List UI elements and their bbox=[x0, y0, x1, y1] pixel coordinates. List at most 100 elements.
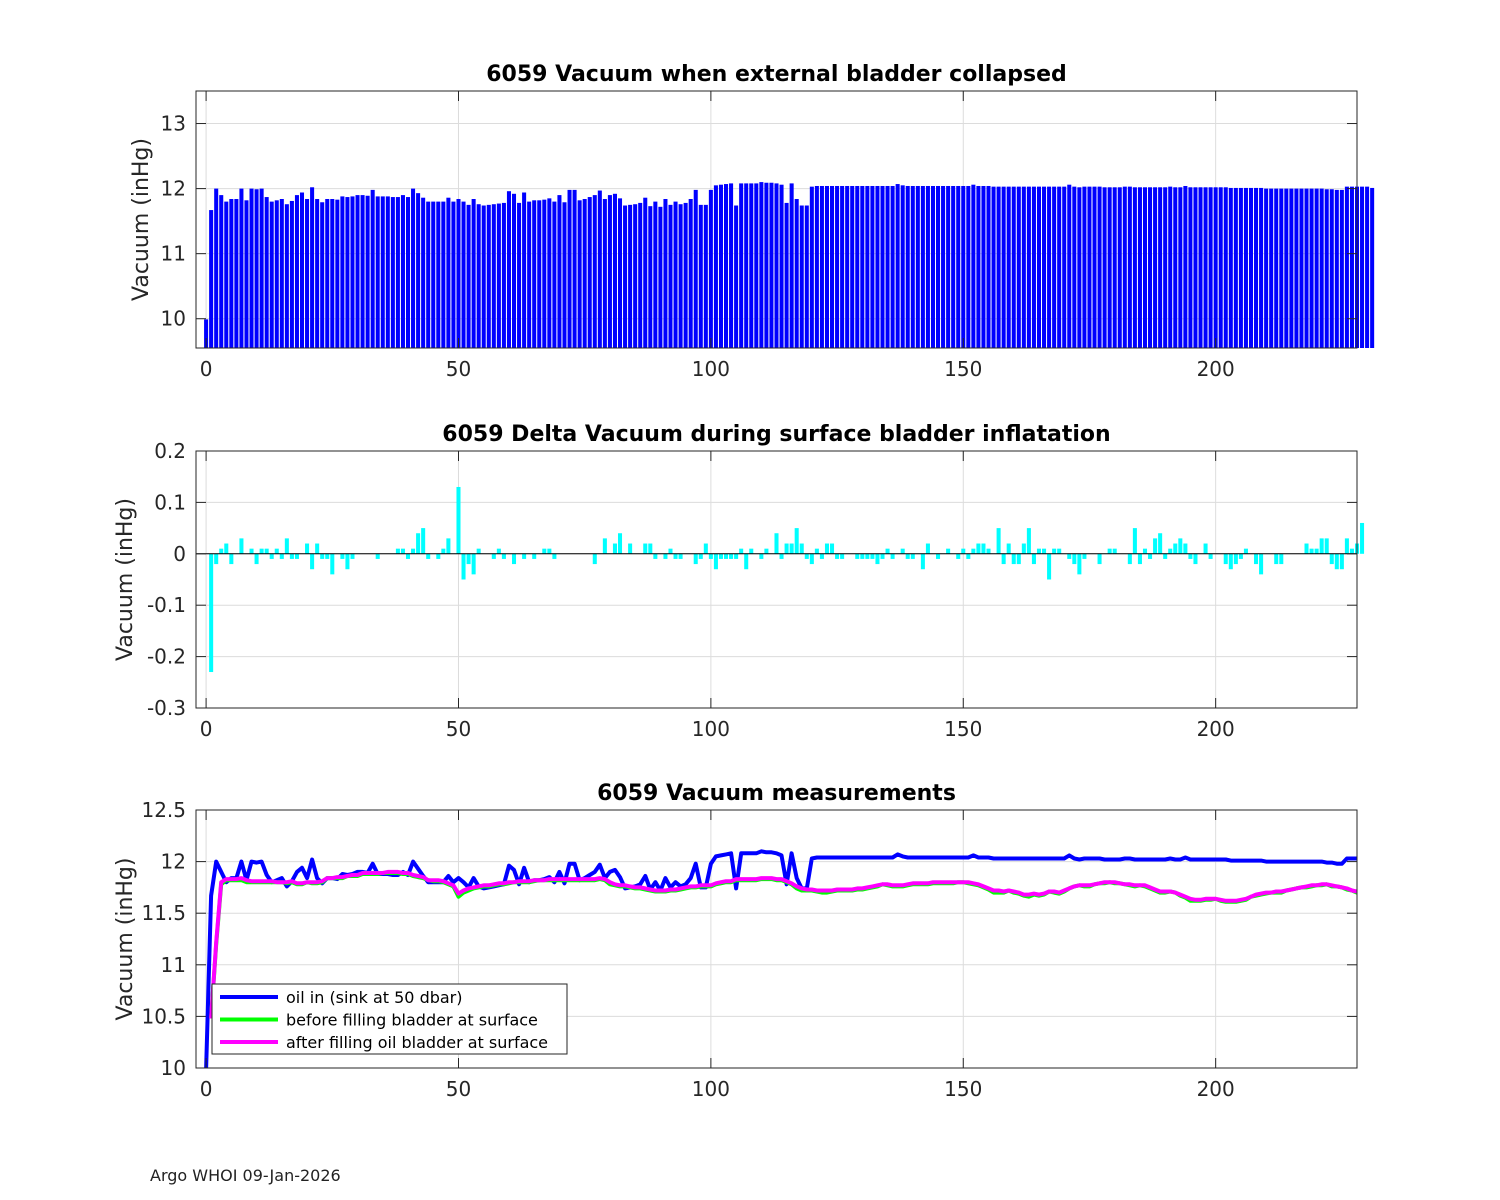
bar bbox=[951, 185, 956, 348]
y-axis-label: Vacuum (inHg) bbox=[129, 138, 154, 301]
bar bbox=[880, 185, 885, 348]
bar bbox=[961, 548, 966, 554]
bar bbox=[729, 183, 734, 348]
bar bbox=[961, 185, 966, 348]
bar bbox=[532, 200, 537, 348]
y-tick-label: 0.1 bbox=[154, 490, 186, 514]
bar bbox=[441, 548, 446, 554]
footer-text: Argo WHOI 09-Jan-2026 bbox=[150, 1166, 341, 1185]
bar bbox=[264, 197, 269, 348]
bar bbox=[602, 199, 607, 348]
bar bbox=[890, 185, 895, 348]
bar bbox=[895, 184, 900, 348]
y-axis-label: Vacuum (inHg) bbox=[113, 498, 138, 661]
bar bbox=[1193, 187, 1198, 348]
bar bbox=[501, 202, 506, 348]
bar bbox=[693, 553, 698, 565]
bar bbox=[648, 543, 653, 554]
bar bbox=[1026, 186, 1031, 348]
bar bbox=[1208, 187, 1213, 348]
bar bbox=[617, 533, 623, 554]
bar bbox=[557, 195, 562, 348]
bar bbox=[320, 553, 325, 559]
bar bbox=[850, 185, 855, 348]
bar bbox=[476, 204, 481, 348]
bar bbox=[229, 553, 234, 565]
bar bbox=[274, 200, 279, 348]
bar bbox=[1168, 186, 1173, 348]
bar bbox=[774, 183, 779, 348]
bar bbox=[284, 204, 289, 348]
bar bbox=[400, 548, 405, 554]
bar bbox=[284, 538, 289, 554]
bar bbox=[1142, 548, 1148, 554]
bar bbox=[1203, 543, 1208, 554]
bar bbox=[885, 185, 890, 348]
bar bbox=[643, 197, 648, 348]
bar bbox=[340, 196, 345, 348]
bar bbox=[920, 553, 925, 570]
bar bbox=[597, 190, 602, 348]
bar bbox=[416, 533, 421, 554]
bar bbox=[855, 185, 860, 348]
bar bbox=[845, 185, 850, 348]
bar bbox=[204, 319, 209, 348]
bar bbox=[865, 185, 870, 348]
bar bbox=[1243, 187, 1248, 348]
bar bbox=[214, 553, 219, 565]
bar bbox=[365, 195, 370, 348]
bar bbox=[1370, 187, 1375, 348]
bar bbox=[1158, 187, 1163, 348]
y-tick-label: -0.1 bbox=[147, 593, 186, 617]
bar bbox=[209, 210, 214, 348]
bar bbox=[729, 553, 734, 559]
bar bbox=[855, 553, 860, 559]
bar bbox=[688, 199, 693, 348]
bar bbox=[708, 553, 713, 559]
bar bbox=[1360, 186, 1365, 348]
bar bbox=[789, 543, 794, 554]
bar bbox=[799, 543, 804, 554]
bar bbox=[1213, 187, 1218, 348]
bar bbox=[1087, 186, 1092, 348]
bar bbox=[1279, 188, 1284, 348]
chart-2: 0 50 100 150 200 -0.3 -0.2 -0.1 0 0.1 0.2 6059 Delt… bbox=[113, 422, 1365, 741]
bar bbox=[910, 185, 915, 348]
plot-area bbox=[196, 451, 1357, 708]
bar bbox=[1259, 187, 1264, 348]
bar bbox=[1334, 189, 1339, 348]
bar bbox=[1011, 186, 1016, 348]
bar bbox=[1269, 188, 1274, 348]
bar bbox=[330, 199, 335, 348]
chart-1: 0 50 100 150 200 10 11 12 13 6059 Vacuum when ext… bbox=[129, 62, 1375, 381]
bar bbox=[713, 553, 718, 570]
x-tick-label: 150 bbox=[944, 357, 982, 381]
bar bbox=[910, 553, 915, 559]
bar bbox=[1031, 553, 1036, 565]
bar bbox=[1223, 553, 1228, 565]
bar bbox=[395, 548, 400, 554]
bar bbox=[1339, 189, 1344, 348]
bar bbox=[426, 201, 431, 348]
bar bbox=[678, 553, 683, 559]
bar bbox=[784, 202, 789, 348]
bar bbox=[986, 548, 991, 554]
bar bbox=[305, 199, 310, 348]
bar bbox=[360, 195, 365, 348]
bar bbox=[1057, 548, 1062, 554]
bar bbox=[1082, 553, 1087, 559]
bar bbox=[1344, 538, 1349, 554]
bar bbox=[809, 553, 814, 565]
bar bbox=[1254, 187, 1259, 348]
bar bbox=[456, 199, 461, 348]
y-tick-label: 11.5 bbox=[141, 901, 186, 925]
bar bbox=[734, 553, 739, 559]
bar bbox=[946, 185, 951, 348]
chart-title: 6059 Vacuum measurements bbox=[597, 781, 956, 806]
bar bbox=[456, 486, 461, 554]
bar bbox=[1163, 553, 1168, 559]
bar bbox=[1183, 543, 1188, 554]
bar bbox=[1173, 187, 1178, 348]
bar bbox=[698, 553, 703, 559]
bar bbox=[1233, 553, 1238, 565]
